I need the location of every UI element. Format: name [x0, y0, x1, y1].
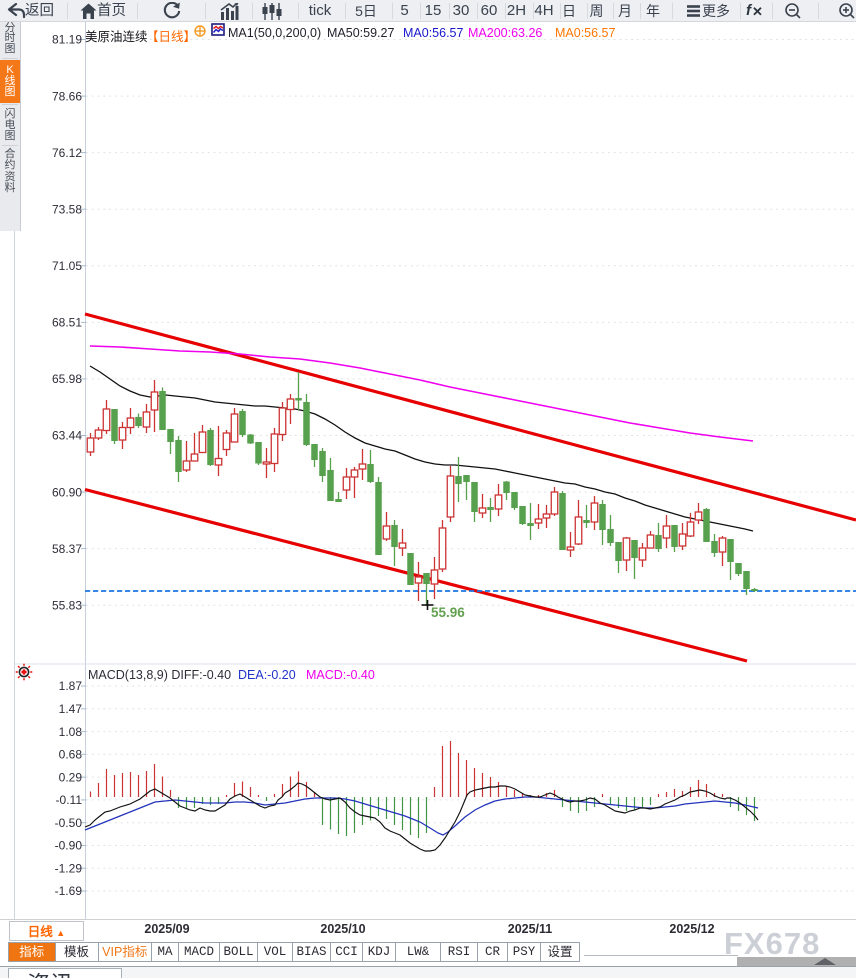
svg-text:-0.11: -0.11	[56, 793, 83, 807]
svg-text:1.87: 1.87	[59, 679, 83, 693]
svg-text:MACD(13,8,9) DIFF:-0.40: MACD(13,8,9) DIFF:-0.40	[88, 668, 231, 682]
svg-text:55.96: 55.96	[431, 605, 465, 620]
svg-text:78.66: 78.66	[52, 89, 82, 103]
svg-text:-1.29: -1.29	[55, 861, 83, 875]
svg-text:81.19: 81.19	[52, 33, 82, 47]
svg-text:58.37: 58.37	[52, 542, 82, 556]
svg-text:60.90: 60.90	[52, 485, 82, 499]
svg-text:71.05: 71.05	[52, 259, 82, 273]
svg-text:65.98: 65.98	[52, 372, 82, 386]
svg-text:-0.50: -0.50	[55, 816, 83, 830]
svg-text:73.58: 73.58	[52, 202, 82, 216]
svg-text:1.47: 1.47	[59, 702, 83, 716]
svg-text:68.51: 68.51	[52, 316, 82, 330]
svg-text:1.08: 1.08	[59, 725, 83, 739]
svg-text:55.83: 55.83	[52, 598, 82, 612]
svg-text:MACD:-0.40: MACD:-0.40	[306, 668, 375, 682]
svg-text:0.29: 0.29	[59, 770, 83, 784]
svg-text:-0.90: -0.90	[55, 839, 83, 853]
svg-text:63.44: 63.44	[52, 429, 82, 443]
svg-text:-1.69: -1.69	[55, 884, 83, 898]
svg-text:DEA:-0.20: DEA:-0.20	[238, 668, 296, 682]
svg-text:0.68: 0.68	[59, 748, 83, 762]
svg-text:76.12: 76.12	[52, 146, 82, 160]
